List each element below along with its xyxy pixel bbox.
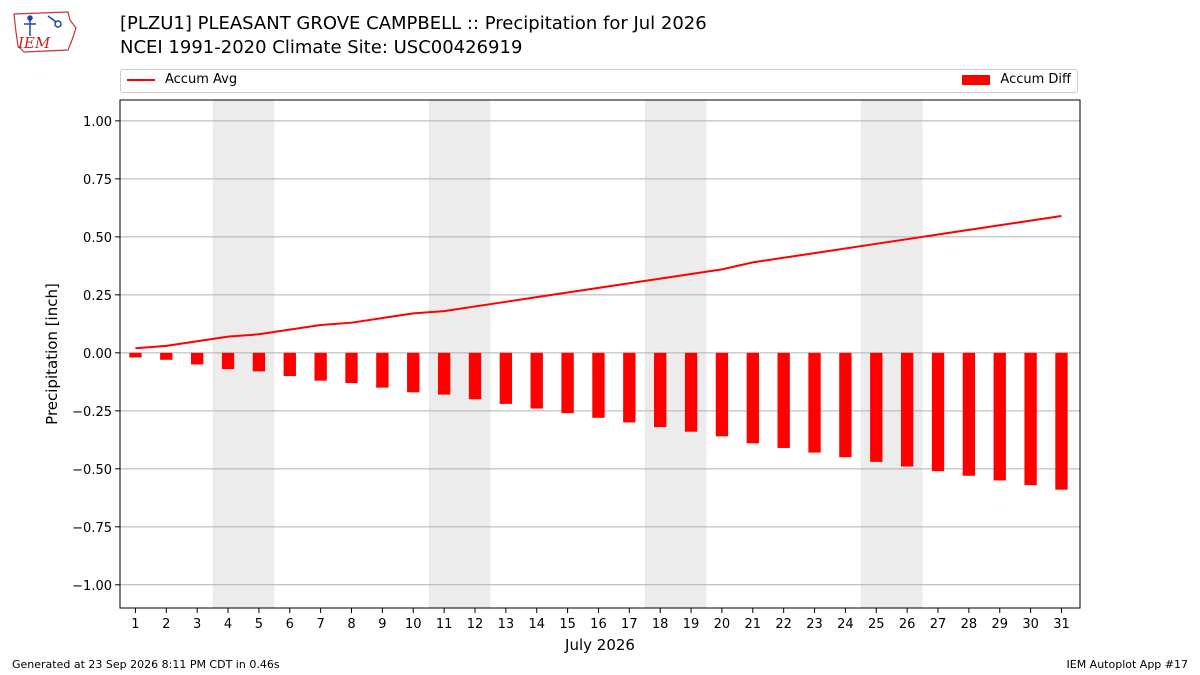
y-tick-label: 0.50 [83,231,112,246]
accum-diff-bar [129,352,142,358]
chart-subtitle: NCEI 1991-2020 Climate Site: USC00426919 [120,37,523,58]
accum-diff-bar [654,352,667,428]
accum-diff-bar [283,352,296,377]
accum-diff-bar [190,352,204,365]
x-tick-label: 18 [652,617,669,632]
accum-avg-line-group [135,214,1062,350]
iem-logo: IEM [13,11,77,53]
x-tick-label: 20 [714,617,731,632]
x-tick-label: 6 [286,617,294,632]
chart-title: [PLZU1] PLEASANT GROVE CAMPBELL :: Preci… [120,13,707,34]
y-tick-label: −0.75 [72,521,112,536]
accum-diff-bar [345,352,358,383]
x-tick-label: 21 [745,617,762,632]
x-tick-label: 11 [436,617,453,632]
x-tick-label: 28 [961,617,978,632]
x-tick-label: 22 [775,617,792,632]
accum-diff-bar [931,352,945,472]
x-tick-label: 7 [317,617,325,632]
y-tick-label: −0.50 [72,463,112,478]
app-note: IEM Autoplot App #17 [1066,658,1189,671]
x-tick-label: 27 [930,617,947,632]
accum-diff-bar [314,352,327,381]
legend: Accum Avg Accum Diff [120,69,1078,93]
x-tick-label: 8 [347,617,355,632]
x-tick-label: 9 [378,617,386,632]
x-tick-label: 14 [528,617,545,632]
accum-diff-bars [129,352,1068,490]
accum-diff-bar [592,352,605,418]
y-tick-label: 1.00 [83,115,112,130]
x-tick-label: 2 [162,617,170,632]
x-tick-label: 1 [131,617,139,632]
plot-frame [119,99,1081,609]
accum-diff-bar [252,352,266,372]
logo-text: IEM [17,34,51,52]
legend-item-accum-diff: Accum Diff [962,72,1071,87]
accum-diff-bar [1055,352,1068,490]
x-tick-label: 3 [193,617,201,632]
x-tick-label: 30 [1022,617,1039,632]
y-tick-label: −0.25 [72,405,112,420]
accum-diff-bar [839,352,852,458]
x-tick-label: 13 [498,617,515,632]
accum-diff-bar [684,352,698,432]
accum-diff-bar [623,352,636,423]
accum-diff-bar [962,352,976,476]
x-tick-label: 29 [991,617,1008,632]
accum-diff-bar [376,352,389,388]
x-tick-label: 19 [683,617,700,632]
accum-diff-bar [468,352,482,400]
x-axis: 1 2 3 4 5 6 7 8 9 10 11 12 13 14 15 16 17 18 19 20 21 22 23 24 2… [131,608,1070,632]
y-tick-label: 0.75 [83,173,112,188]
x-tick-label: 31 [1053,617,1070,632]
accum-diff-bar [407,352,420,393]
accum-diff-bar [530,352,543,409]
x-tick-label: 16 [590,617,607,632]
accum-diff-bar [561,352,574,414]
x-axis-label: July 2026 [564,636,635,654]
accum-diff-bar [746,352,759,444]
x-tick-label: 23 [806,617,823,632]
x-tick-label: 17 [621,617,638,632]
x-tick-label: 15 [559,617,576,632]
x-tick-label: 5 [255,617,263,632]
legend-line-swatch [127,78,155,81]
accum-diff-bar [1024,352,1037,486]
y-axis: 1.00 0.75 0.50 0.25 0.00 −0.25 −0.50 −0.75 −1.00 [72,115,120,594]
legend-bar-swatch [962,74,991,85]
y-tick-label: 0.25 [83,289,112,304]
accum-avg-line [135,214,1062,350]
x-tick-label: 26 [899,617,916,632]
accum-diff-bar [808,352,821,453]
accum-diff-bar [437,352,451,395]
legend-label-accum-diff: Accum Diff [1000,72,1071,87]
legend-item-accum-avg: Accum Avg [127,72,237,87]
accum-diff-bar [221,352,235,370]
x-tick-label: 24 [837,617,854,632]
y-axis-label: Precipitation [inch] [43,283,61,425]
accum-diff-bar [160,352,173,360]
accum-diff-bar [900,352,914,467]
accum-diff-bar [777,352,790,448]
y-tick-label: −1.00 [72,579,112,594]
accum-diff-bar [715,352,729,437]
accum-diff-bar [993,352,1006,481]
x-tick-label: 25 [868,617,885,632]
generated-note: Generated at 23 Sep 2026 8:11 PM CDT in … [12,658,280,671]
x-tick-label: 10 [405,617,422,632]
legend-label-accum-avg: Accum Avg [165,72,238,87]
x-tick-label: 4 [224,617,232,632]
x-tick-label: 12 [467,617,484,632]
y-tick-label: 0.00 [83,347,112,362]
accum-diff-bar [870,352,883,462]
accum-diff-bar [499,352,513,404]
